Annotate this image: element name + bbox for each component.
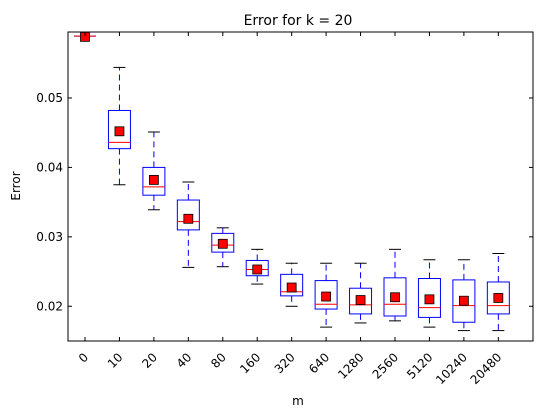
x-tick-label: 2560 (370, 350, 401, 381)
iqr-box (314, 280, 338, 310)
box-40 (176, 181, 200, 268)
box-5120 (417, 259, 441, 328)
mean-marker (355, 295, 366, 305)
mean-marker (252, 264, 263, 275)
iqr-box (452, 279, 476, 323)
box-1280 (349, 262, 373, 324)
mean-marker (458, 295, 469, 306)
box-10240 (452, 259, 476, 332)
box-20480 (486, 253, 510, 332)
x-tick-label: 10240 (433, 350, 470, 387)
iqr-box (383, 277, 407, 317)
x-tick-label: 640 (306, 350, 332, 376)
iqr-box (245, 259, 269, 277)
x-tick-label: 20480 (468, 350, 505, 387)
mean-marker (493, 293, 504, 303)
mean-marker (183, 213, 194, 224)
x-tick-label: 160 (237, 350, 263, 376)
x-tick-label: 320 (272, 350, 298, 376)
mean-marker (217, 238, 228, 249)
chart-title: Error for k = 20 (244, 13, 353, 29)
y-tick-label: 0.02 (36, 299, 63, 313)
mean-marker (424, 294, 435, 305)
box-20 (142, 131, 166, 211)
y-tick-label: 0.04 (36, 160, 63, 174)
x-tick-label: 40 (174, 350, 195, 371)
box-2560 (383, 248, 407, 322)
box-160 (245, 248, 269, 285)
iqr-box (107, 109, 131, 150)
x-tick-label: 5120 (404, 350, 435, 381)
iqr-box (280, 273, 304, 297)
x-tick-label: 0 (76, 350, 91, 365)
axes-frame (67, 31, 534, 342)
box-640 (314, 262, 338, 328)
x-tick-label: 10 (105, 350, 126, 371)
x-tick-label: 80 (208, 350, 229, 371)
x-axis-label: m (292, 394, 304, 408)
iqr-box (486, 281, 510, 315)
plot-area (74, 31, 510, 332)
mean-marker (286, 282, 297, 293)
box-80 (211, 227, 235, 268)
x-tick-label: 1280 (335, 350, 366, 381)
iqr-box (349, 287, 373, 315)
iqr-box (142, 166, 166, 196)
iqr-box (211, 232, 235, 253)
mean-marker (321, 291, 332, 302)
box-10 (107, 66, 131, 186)
mean-marker (114, 126, 125, 137)
y-tick-label: 0.03 (36, 230, 63, 244)
y-tick-label: 0.05 (36, 91, 63, 105)
iqr-box (417, 278, 441, 318)
box-320 (280, 262, 304, 307)
y-axis-label: Error (9, 171, 23, 200)
iqr-box (176, 199, 200, 231)
mean-marker (148, 175, 159, 185)
x-tick-label: 20 (139, 350, 160, 371)
mean-marker (390, 292, 400, 303)
